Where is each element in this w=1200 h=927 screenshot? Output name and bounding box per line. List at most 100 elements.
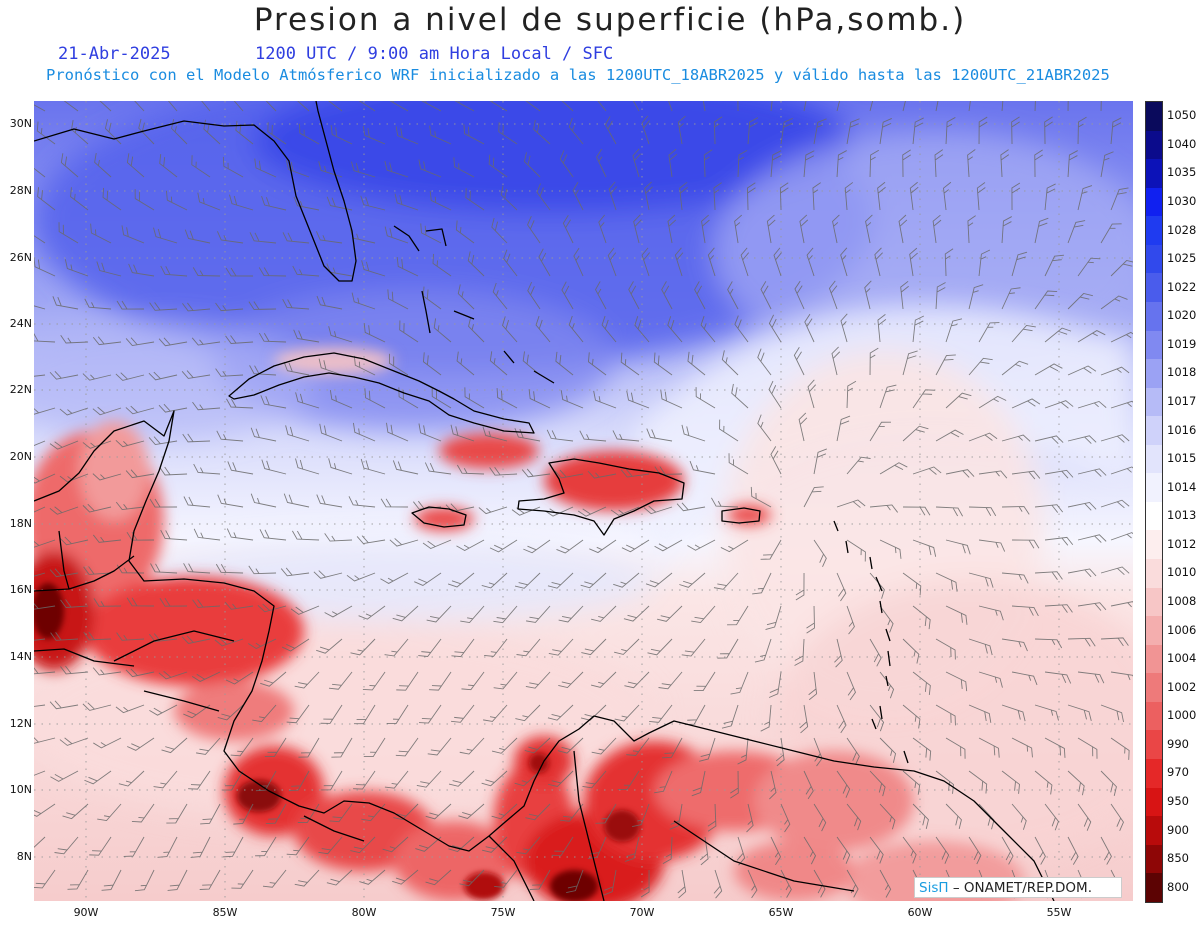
lon-label: 85W [212,906,238,919]
wind-barb [49,440,79,450]
wind-barb [181,370,211,379]
wind-barb [935,836,950,864]
wind-barb [721,350,739,376]
colorbar-label: 1017 [1167,394,1197,408]
wind-barb [150,563,178,574]
wind-barb [1077,803,1092,831]
wind-barb [794,638,805,666]
colorbar-label: 900 [1167,822,1189,837]
wind-barb [294,671,320,689]
wind-barb [548,770,574,787]
wind-barb [935,704,956,726]
wind-barb [82,440,112,449]
wind-barb [968,101,981,112]
wind-barb [293,329,320,343]
lat-label: 12N [9,717,32,730]
wind-barb [780,803,791,833]
wind-barb [425,803,452,820]
colorbar-label: 1028 [1167,222,1197,237]
wind-barb [493,605,518,624]
wind-barb [399,320,419,343]
wind-barb [229,194,254,211]
wind-barb [451,638,475,658]
wind-barb [195,101,211,112]
wind-barb [869,638,882,667]
wind-barb [315,231,343,244]
wind-barb [846,380,857,409]
wind-barb [1044,400,1074,409]
wind-barb [393,803,419,821]
wind-barb [456,351,475,376]
wind-barb [92,336,122,346]
colorbar-label: 850 [1167,851,1189,866]
wind-barb [429,190,452,211]
wind-barb [559,803,584,822]
wind-barb [1077,257,1101,277]
wind-barb [491,217,508,244]
wind-barb [667,214,677,244]
wind-barb [500,185,518,211]
wind-barb [1068,637,1096,647]
wind-barb [352,422,376,442]
wind-barb [34,836,46,853]
wind-barb [1110,466,1133,475]
wind-barb [191,671,221,682]
wind-barb [1067,770,1085,796]
wind-barb [503,249,518,277]
wind-barb [361,803,386,822]
wind-barb [1001,101,1013,112]
wind-barb [1044,469,1074,479]
wind-barb [713,869,723,899]
wind-barb [978,249,991,277]
wind-barb [191,155,211,178]
wind-barb [902,836,917,864]
wind-barb [90,223,112,244]
lat-label: 18N [9,517,32,530]
coastlines [34,101,1055,901]
wind-barb [624,671,650,689]
wind-barb [536,183,551,211]
colorbar-cell [1146,616,1162,645]
wind-barb [846,539,866,562]
wind-barb [447,572,475,588]
wind-barb [1077,400,1107,409]
wind-barb [92,406,122,416]
wind-barb [1100,566,1130,576]
wind-barb [935,101,950,112]
colorbar-cell [1146,130,1162,160]
wind-barb [844,182,854,211]
wind-barb [264,737,287,758]
wind-barb [89,836,112,856]
wind-barb [633,214,642,244]
wind-barb [353,704,376,725]
wind-barb [34,770,46,780]
wind-barb [70,187,89,211]
wind-barb [60,599,89,608]
wind-barb [750,486,772,508]
wind-barb [316,494,343,508]
wind-barb [840,313,848,343]
wind-barb [734,214,743,244]
wind-barb [945,605,968,625]
wind-barb [812,182,821,211]
wind-barb [125,469,155,479]
wind-barb [869,347,879,376]
wind-barb [935,770,954,794]
wind-barb [363,323,386,343]
wind-barb [587,470,617,479]
wind-barb [215,563,244,574]
wind-barb [1011,116,1020,145]
wind-barb [1035,571,1063,580]
wind-barb [879,539,902,559]
wind-barb [259,529,287,541]
wind-barb [126,153,145,178]
wind-barb [192,599,221,608]
wind-barb [628,281,640,310]
wind-barb [489,539,518,553]
wind-barb [148,436,178,446]
wind-barb [1110,803,1124,831]
wind-barb [429,671,452,691]
wind-barb [432,253,452,277]
wind-barb [215,302,244,312]
wind-barb [879,118,892,145]
